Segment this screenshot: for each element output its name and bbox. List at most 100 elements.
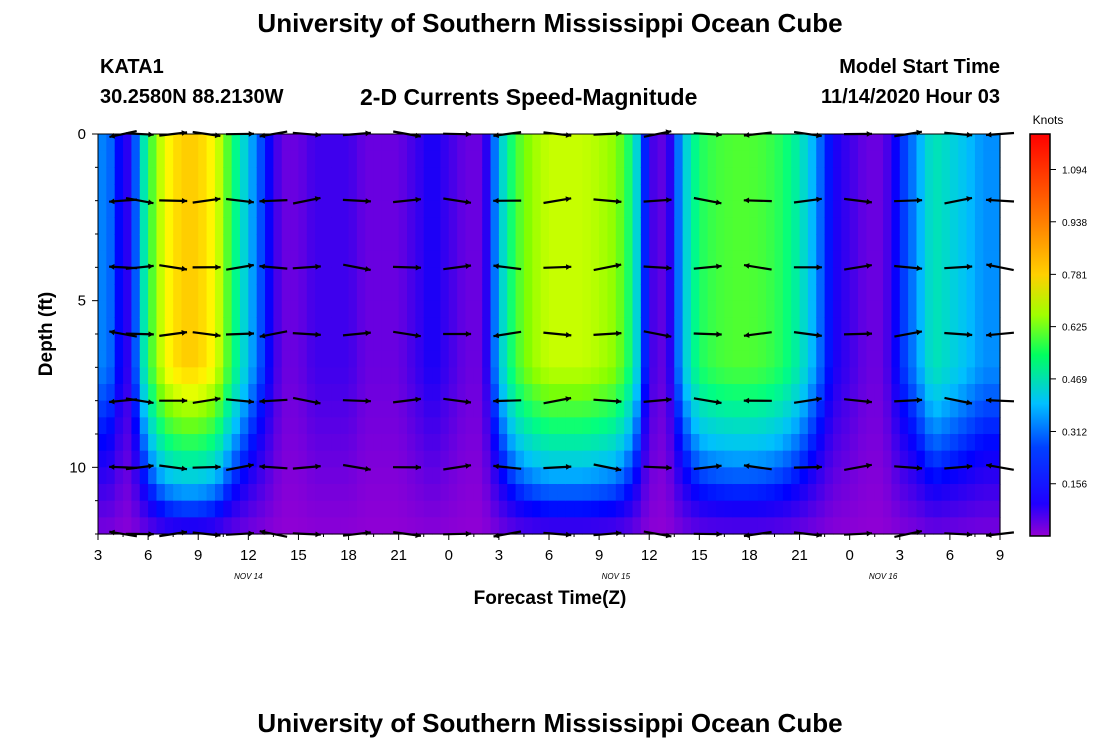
heatmap-cell	[941, 317, 951, 335]
heatmap-cell	[415, 234, 425, 252]
heatmap-cell	[223, 150, 233, 168]
heatmap-cell	[231, 467, 241, 485]
heatmap-cell	[599, 400, 609, 418]
heatmap-cell	[490, 284, 500, 302]
heatmap-cell	[565, 350, 575, 368]
heatmap-cell	[682, 217, 692, 235]
heatmap-cell	[98, 300, 107, 318]
heatmap-cell	[223, 234, 233, 252]
heatmap-cell	[365, 450, 375, 468]
heatmap-cell	[557, 217, 567, 235]
heatmap-cell	[189, 167, 199, 185]
heatmap-cell	[532, 200, 542, 218]
heatmap-cell	[189, 484, 199, 502]
heatmap-cell	[407, 267, 416, 285]
heatmap-cell	[724, 200, 734, 218]
heatmap-cell	[515, 350, 525, 368]
heatmap-cell	[273, 150, 283, 168]
heatmap-cell	[607, 367, 617, 385]
current-arrow	[593, 330, 622, 337]
arrow-head	[109, 198, 115, 205]
heatmap-cell	[674, 250, 684, 268]
heatmap-cell	[131, 250, 141, 268]
heatmap-cell	[891, 150, 901, 168]
heatmap-cell	[315, 467, 325, 485]
colorbar-tick-label: 0.625	[1062, 323, 1087, 334]
heatmap-cell	[465, 517, 475, 535]
current-arrow	[493, 197, 522, 204]
arrow-head	[248, 398, 254, 405]
heatmap-cell	[315, 200, 325, 218]
heatmap-cell	[665, 134, 675, 152]
heatmap-cell	[131, 367, 141, 385]
heatmap-cell	[665, 167, 675, 185]
heatmap-cell	[782, 267, 792, 285]
heatmap-cell	[540, 167, 550, 185]
heatmap-cell	[983, 150, 993, 168]
heatmap-cell	[933, 217, 943, 235]
heatmap-cell	[549, 250, 558, 268]
heatmap-cell	[315, 450, 325, 468]
heatmap-cell	[874, 450, 884, 468]
heatmap-cell	[206, 484, 216, 502]
heatmap-cell	[457, 234, 467, 252]
heatmap-cell	[356, 234, 366, 252]
heatmap-cell	[281, 150, 291, 168]
heatmap-cell	[448, 350, 458, 368]
heatmap-cell	[164, 150, 174, 168]
current-arrow	[843, 330, 873, 337]
heatmap-cell	[457, 334, 467, 352]
heatmap-cell	[866, 267, 876, 285]
heatmap-cell	[916, 400, 926, 418]
heatmap-cell	[148, 167, 158, 185]
heatmap-cell	[724, 484, 734, 502]
heatmap-cell	[532, 400, 542, 418]
heatmap-cell	[523, 184, 533, 202]
heatmap-cell	[448, 284, 458, 302]
heatmap-cell	[741, 334, 751, 352]
heatmap-cell	[114, 500, 124, 518]
heatmap-cell	[799, 267, 809, 285]
heatmap-cell	[523, 334, 533, 352]
heatmap-cell	[323, 484, 333, 502]
heatmap-cell	[223, 200, 233, 218]
heatmap-cell	[515, 300, 525, 318]
heatmap-cell	[749, 450, 759, 468]
heatmap-cell	[816, 384, 826, 402]
heatmap-cell	[532, 184, 542, 202]
heatmap-cell	[732, 384, 742, 402]
heatmap-cell	[690, 434, 700, 452]
heatmap-cell	[824, 134, 834, 152]
heatmap-cell	[991, 150, 1001, 168]
heatmap-cell	[757, 184, 767, 202]
heatmap-cell	[557, 400, 567, 418]
heatmap-cell	[423, 517, 433, 535]
heatmap-cell	[799, 317, 809, 335]
heatmap-cell	[841, 467, 851, 485]
heatmap-cell	[841, 167, 851, 185]
current-arrow	[793, 196, 822, 204]
x-tick-label: 3	[896, 547, 904, 564]
heatmap-cell	[256, 217, 266, 235]
heatmap-cell	[791, 167, 801, 185]
heatmap-cell	[423, 284, 433, 302]
heatmap-cell	[340, 434, 350, 452]
heatmap-cell	[707, 500, 717, 518]
heatmap-cell	[866, 517, 876, 535]
heatmap-cell	[298, 134, 308, 152]
arrow-head	[259, 398, 265, 405]
heatmap-cell	[340, 367, 350, 385]
heatmap-cell	[599, 334, 609, 352]
heatmap-cell	[649, 250, 659, 268]
heatmap-cell	[148, 150, 158, 168]
heatmap-cell	[690, 467, 700, 485]
heatmap-cell	[632, 400, 642, 418]
heatmap-cell	[766, 150, 776, 168]
heatmap-cell	[398, 434, 408, 452]
heatmap-cell	[98, 417, 107, 435]
heatmap-cell	[891, 284, 901, 302]
heatmap-cell	[298, 384, 308, 402]
heatmap-cell	[841, 317, 851, 335]
heatmap-cell	[465, 267, 475, 285]
heatmap-cell	[974, 517, 984, 535]
